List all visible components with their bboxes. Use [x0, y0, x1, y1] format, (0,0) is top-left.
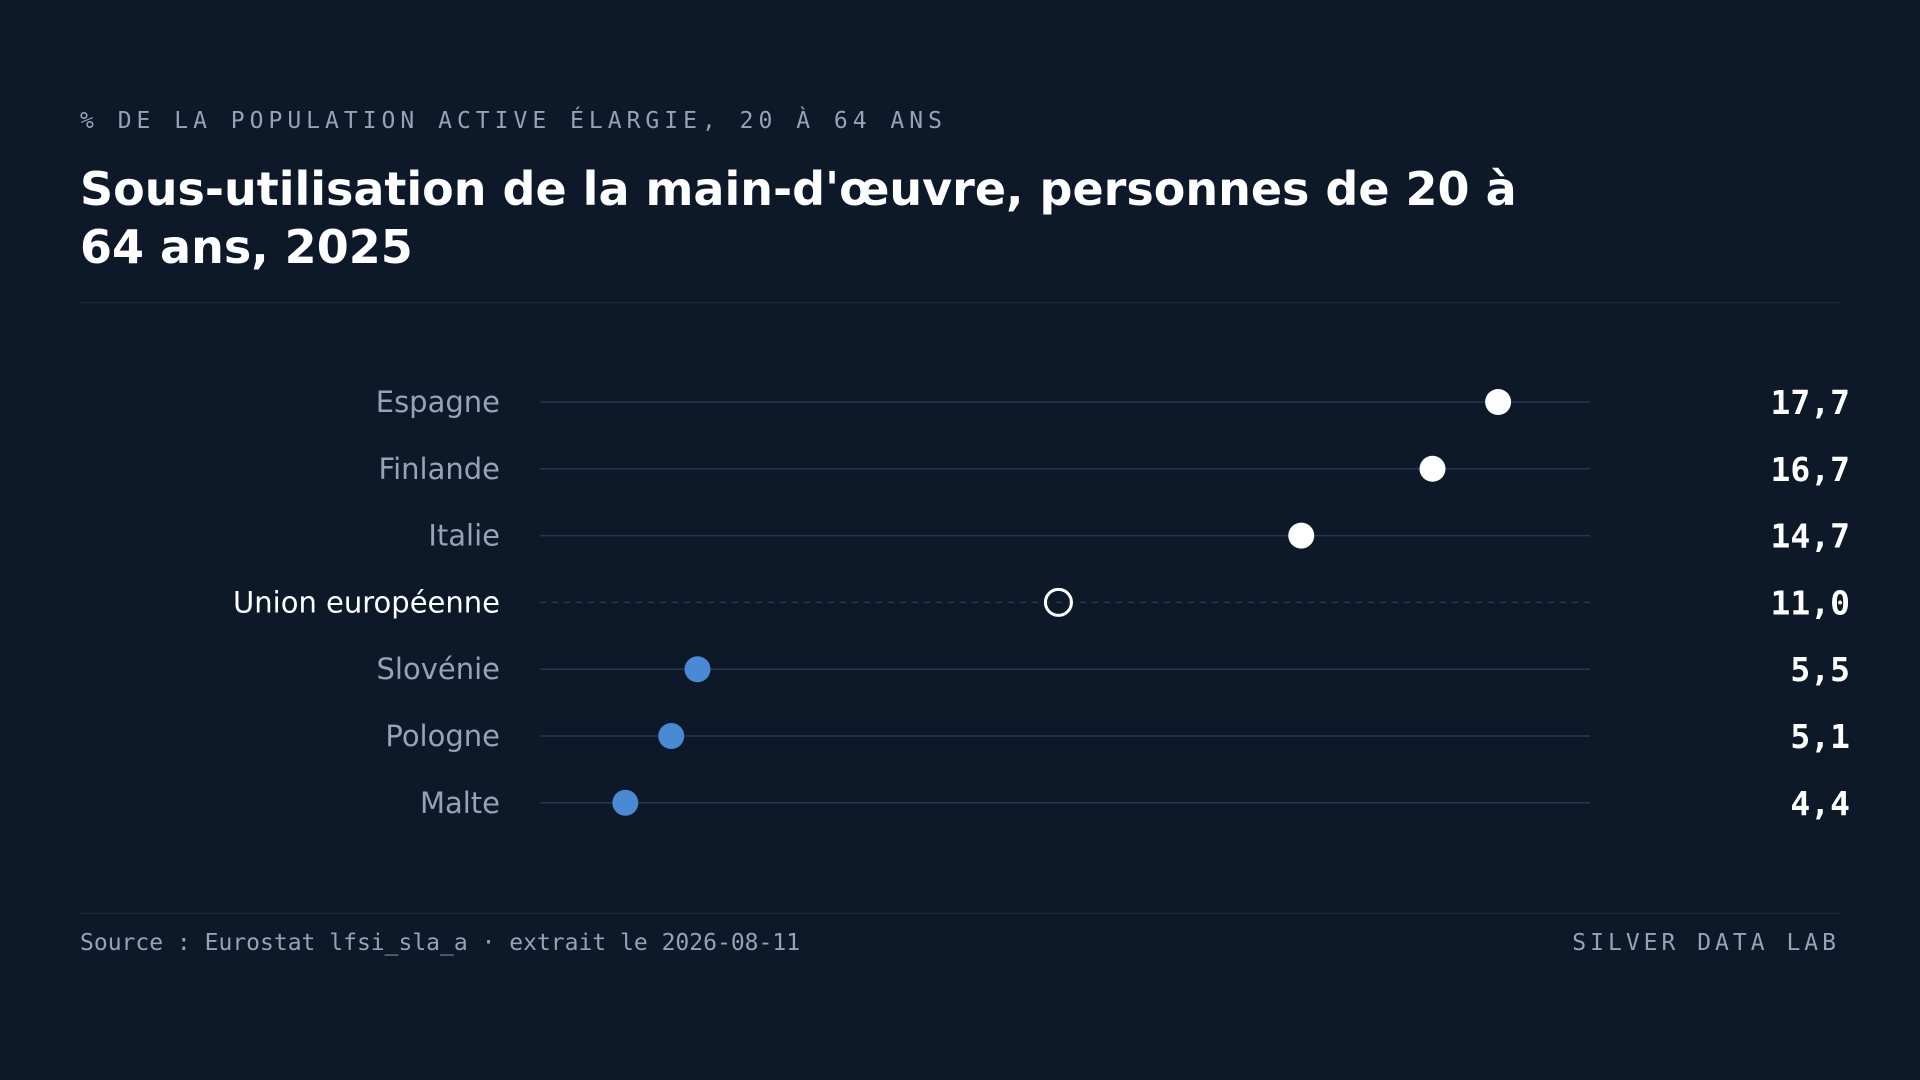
chart-title: Sous-utilisation de la main-d'œuvre, per… — [80, 162, 1517, 274]
value-label: 5,5 — [1790, 650, 1850, 689]
data-dot — [658, 723, 685, 749]
country-label: Union européenne — [233, 585, 500, 619]
row-italie: Italie 14,7 — [428, 517, 1850, 556]
row-slovenie: Slovénie 5,5 — [377, 650, 1851, 689]
chart-subtitle: % DE LA POPULATION ACTIVE ÉLARGIE, 20 À … — [80, 108, 947, 134]
country-label: Espagne — [376, 385, 500, 419]
data-dot — [684, 656, 711, 683]
brand-name: SILVER DATA LAB — [1572, 930, 1840, 956]
value-label: 4,4 — [1790, 784, 1850, 823]
row-malte: Malte 4,4 — [420, 784, 1850, 823]
source-note: Source : Eurostat lfsi_sla_a · extrait l… — [80, 930, 801, 956]
footer-divider — [80, 913, 1840, 914]
row-pologne: Pologne 5,1 — [385, 717, 1850, 756]
country-label: Finlande — [379, 452, 500, 486]
value-label: 11,0 — [1771, 583, 1850, 622]
row-union-europeenne: Union européenne 11,0 — [233, 583, 1850, 622]
value-label: 14,7 — [1771, 517, 1850, 556]
country-label: Italie — [428, 519, 500, 553]
row-finlande: Finlande 16,7 — [379, 450, 1850, 489]
country-label: Malte — [420, 786, 500, 820]
row-espagne: Espagne 17,7 — [376, 383, 1850, 422]
country-label: Slovénie — [377, 652, 501, 686]
data-dot — [1485, 389, 1512, 415]
data-dot — [1288, 522, 1315, 549]
value-label: 5,1 — [1790, 717, 1850, 756]
data-dot — [1419, 455, 1446, 482]
value-label: 17,7 — [1771, 383, 1850, 422]
data-dot — [612, 789, 639, 816]
reference-dot — [1043, 587, 1073, 617]
header-divider — [80, 302, 1840, 303]
country-label: Pologne — [385, 719, 500, 753]
value-label: 16,7 — [1771, 450, 1850, 489]
